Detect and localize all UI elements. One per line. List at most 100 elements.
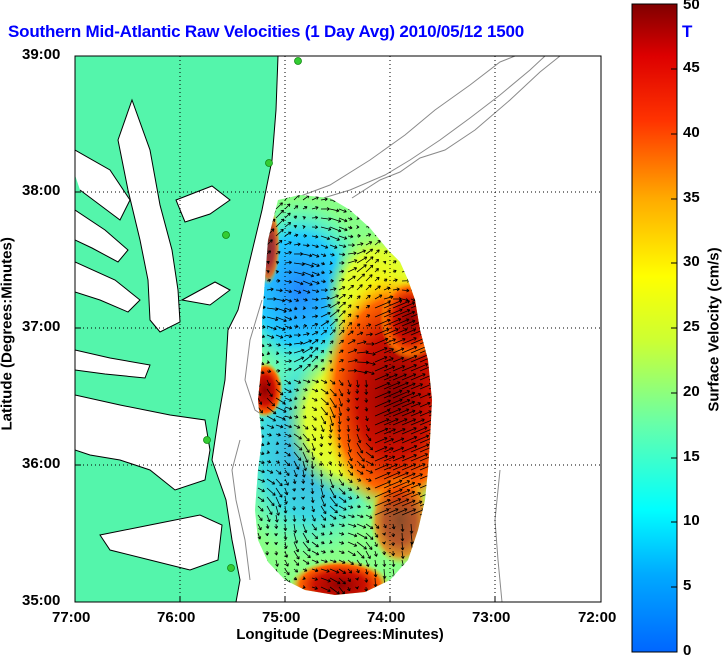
velocity-arrow [320,496,326,507]
velocity-arrow [365,284,372,291]
velocity-arrow [274,550,279,556]
velocity-arrow [392,437,405,444]
velocity-arrow [355,305,360,310]
velocity-arrow [364,577,369,583]
velocity-arrow [400,532,405,542]
velocity-arrow [355,406,359,410]
velocity-arrow [257,505,264,512]
velocity-arrow [383,338,396,345]
velocity-arrow [410,463,426,471]
velocity-arrow [329,577,341,585]
velocity-arrow [320,197,328,202]
velocity-arrow [266,239,273,246]
velocity-arrow [383,318,402,327]
velocity-arrow [383,348,395,354]
velocity-arrow [266,360,270,364]
velocity-arrow [266,270,270,274]
velocity-arrow [374,454,388,462]
velocity-arrow [310,469,315,478]
velocity-arrow [347,568,353,574]
velocity-arrow [320,523,326,528]
velocity-arrow [419,392,431,399]
velocity-arrow [392,365,406,372]
velocity-arrow [320,303,331,309]
velocity-arrow [257,478,266,483]
colorbar-tick-5: 5 [683,577,692,594]
velocity-arrow [320,207,330,211]
velocity-arrow [347,284,355,291]
velocity-arrow [275,432,281,437]
velocity-arrow [328,460,333,465]
x-axis-label: Longitude (Degrees:Minutes) [0,626,724,643]
velocity-arrow [329,329,336,336]
velocity-arrow [275,368,281,373]
velocity-arrow [310,460,315,469]
velocity-arrow [311,532,319,540]
velocity-arrow [329,586,340,595]
velocity-arrow [347,259,358,264]
velocity-arrow [392,260,397,264]
velocity-arrow [284,342,293,347]
velocity-arrow [283,505,288,514]
velocity-arrow [410,500,423,507]
velocity-arrow [401,319,416,327]
colorbar-tick-25: 25 [683,318,700,335]
velocity-arrow [275,351,280,355]
map-title-tail: T [682,22,693,41]
velocity-arrow [266,287,274,292]
velocity-arrow [356,478,362,482]
velocity-arrow [410,363,429,372]
velocity-arrow [338,349,344,354]
velocity-arrow [275,478,283,487]
velocity-arrow [329,469,333,477]
velocity-arrow [311,523,317,531]
velocity-arrow [311,514,316,522]
velocity-arrow [284,379,292,385]
velocity-arrow [338,586,345,595]
velocity-arrow [347,523,357,528]
velocity-arrow [275,307,287,313]
velocity-arrow [275,388,284,396]
velocity-arrow [401,409,416,417]
velocity-arrow [302,541,311,552]
y-tick-36: 36:00 [22,455,61,472]
velocity-arrow [346,406,351,412]
velocity-arrow [347,469,354,476]
velocity-arrow [265,541,269,545]
velocity-arrow [338,541,345,545]
velocity-arrow [401,337,417,345]
velocity-arrow [329,523,335,527]
velocity-arrow [302,433,310,442]
velocity-arrow [355,415,360,420]
velocity-arrow [365,294,371,300]
y-tick-39: 39:00 [22,46,61,63]
velocity-arrow [302,415,307,419]
velocity-arrow [382,550,387,556]
map-title: Southern Mid-Atlantic Raw Velocities (1 … [8,22,524,41]
velocity-arrow [338,505,347,511]
velocity-arrow [338,310,346,318]
velocity-arrow [347,267,358,273]
velocity-arrow [293,242,301,247]
velocity-arrow [293,271,305,277]
velocity-arrow [346,388,351,395]
velocity-arrow [329,217,342,223]
velocity-arrow [419,363,432,372]
velocity-arrow [302,271,315,278]
x-tick-76: 76:00 [157,609,196,626]
velocity-arrow [356,495,360,499]
velocity-arrow [373,559,378,568]
velocity-arrow [284,469,290,477]
velocity-arrow [419,410,432,417]
velocity-arrow [266,450,270,454]
velocity-arrow [302,315,306,319]
velocity-arrow [392,408,410,417]
velocity-arrow [293,280,304,286]
velocity-arrow [311,289,320,293]
velocity-arrow [346,397,351,403]
velocity-arrow [347,442,352,453]
velocity-arrow [374,489,391,498]
velocity-arrow [392,399,411,408]
velocity-arrow [338,496,347,503]
velocity-arrow [328,433,333,439]
